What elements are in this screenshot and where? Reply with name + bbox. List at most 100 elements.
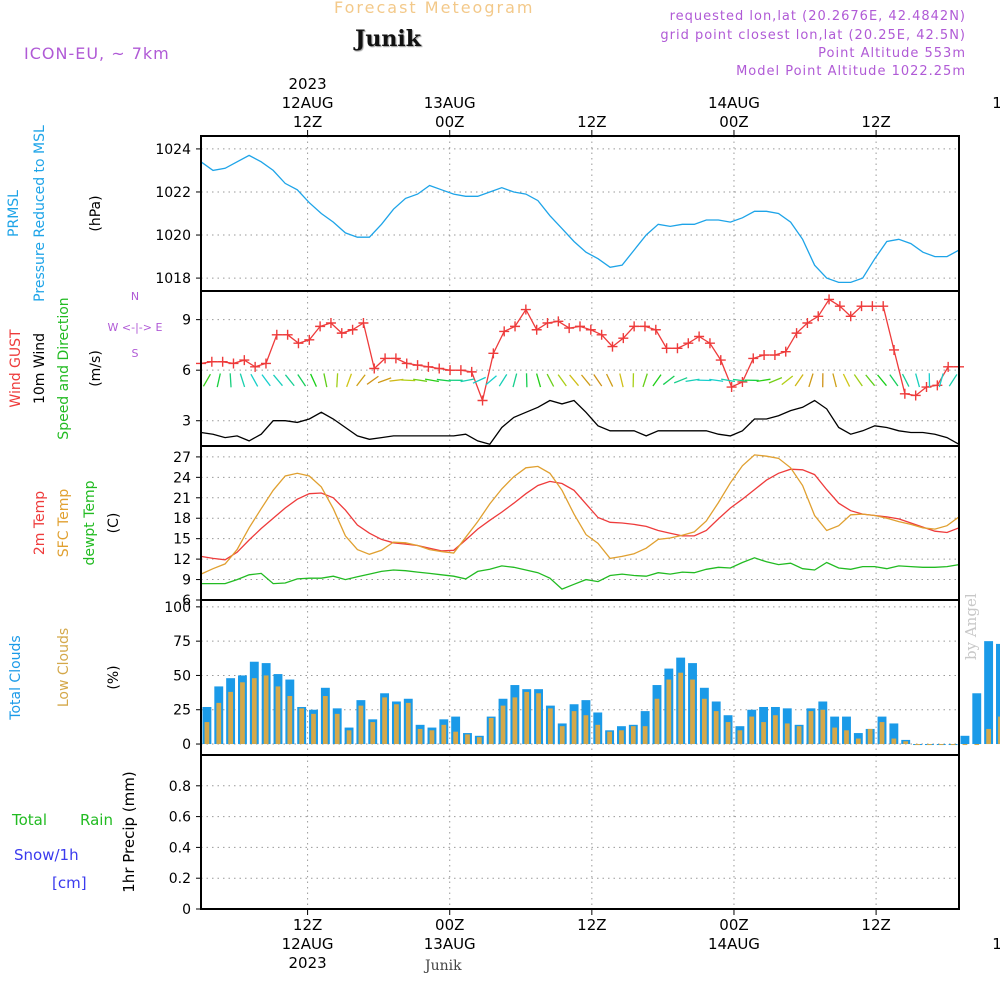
bar-low-clouds [548,708,553,745]
time-label-top: 2023 [289,75,327,93]
bar-low-clouds [500,705,506,745]
wind-direction-arrow [346,373,353,388]
bar-low-clouds [796,726,802,745]
bottom-station-name: Junik [425,958,462,974]
wind-direction-arrow [512,373,518,388]
axis-label-clouds: (%) [106,665,122,689]
time-label-bottom: 00Z [435,916,464,934]
wind-direction-arrow [808,373,814,388]
wind-direction-arrow [889,374,899,387]
gust-marker [347,324,358,335]
wind-direction-arrow [310,373,318,387]
y-tick-label-temperature: 21 [173,491,191,507]
gust-marker [715,355,726,366]
gust-marker [780,346,791,357]
gust-marker [282,329,293,340]
wind-direction-arrow [938,373,944,388]
bar-low-clouds [642,726,648,745]
wind-direction-arrow [662,375,675,386]
series-line-wind-gust [200,298,959,403]
series-line-prmsl [200,154,960,284]
wind-direction-arrow [569,374,580,387]
gust-marker [477,395,488,406]
bar-low-clouds [950,744,956,746]
bar-low-clouds [334,713,340,745]
gust-marker [769,350,780,361]
time-label-bottom: 12AUG [282,935,334,953]
gust-marker [618,333,629,344]
bar-total-clouds [972,693,982,745]
bar-low-clouds [311,713,316,745]
wind-direction-arrow [580,374,591,387]
wind-direction-arrow [202,373,211,387]
axis-label-precip: 1hr Precip (mm) [120,771,138,892]
bar-total-clouds [960,735,970,745]
compass-north: N [131,290,139,303]
gust-marker [401,358,412,369]
bar-low-clouds [974,744,980,746]
gust-marker [336,328,347,339]
bar-low-clouds [204,722,210,745]
axis-label-pressure: (hPa) [88,195,104,231]
bar-low-clouds [382,697,387,745]
bar-low-clouds [441,724,447,745]
gust-marker [271,329,282,340]
bar-low-clouds [583,715,589,745]
y-tick-label-clouds: 75 [173,634,191,650]
wind-direction-arrow [948,374,958,387]
bar-low-clouds [867,728,873,745]
wind-direction-arrow [401,379,416,382]
y-tick-label-temperature: 18 [173,511,191,527]
y-tick-label-pressure: 1018 [155,271,191,287]
y-tick-label-pressure: 1020 [155,228,191,244]
gust-marker [542,318,553,329]
bar-low-clouds [678,672,684,745]
gust-marker [423,361,434,372]
gust-marker [315,321,326,332]
series-line-dewpt-temp [201,557,960,590]
gust-marker [466,366,477,377]
bar-low-clouds [429,730,435,745]
bar-low-clouds [630,726,636,745]
gust-marker [607,341,618,352]
bar-low-clouds [903,741,909,745]
bar-low-clouds [607,731,612,745]
axis-label-clouds: Low Clouds [56,628,72,707]
bar-low-clouds [524,691,530,745]
legend-total: Total [11,811,47,829]
requested-location: requested lon,lat (20.2676E, 42.4842N) [669,9,966,24]
gust-marker [293,338,304,349]
time-label-bottom: 13AUG [424,935,476,953]
wind-direction-arrow [546,373,555,387]
gust-marker [824,294,835,305]
bar-total-clouds [996,643,1000,745]
series-line-sfc-temp [200,454,960,575]
axis-label-wind: (m/s) [88,350,104,387]
y-tick-label-temperature: 15 [173,532,191,548]
y-tick-label-precip: 0 [182,902,191,918]
gust-marker [531,324,542,335]
legend-rain: Rain [80,811,113,829]
time-label-top: 12Z [293,113,322,131]
bar-low-clouds [275,686,281,745]
wind-direction-arrow [216,373,221,388]
y-tick-label-wind: 3 [182,414,191,430]
bar-low-clouds [666,679,672,745]
wind-direction-arrow [642,373,648,388]
bar-total-clouds [984,641,994,745]
model-point-altitude: Model Point Altitude 1022.25m [736,64,966,79]
wind-direction-arrow [389,378,404,382]
bar-low-clouds [832,727,838,745]
bar-low-clouds [405,702,411,745]
time-label-top: 12AUG [282,94,334,112]
gust-marker [380,353,391,364]
axis-label-temperature: SFC Temp [56,489,72,558]
gust-marker [412,360,423,371]
bar-low-clouds [891,738,897,745]
time-label-top: 15AUG [992,94,1000,112]
axis-label-clouds: Total Clouds [8,635,24,720]
bar-low-clouds [855,738,861,745]
y-tick-label-wind: 6 [182,363,191,379]
y-tick-label-precip: 0.8 [169,779,191,795]
y-tick-label-temperature: 12 [173,552,191,568]
